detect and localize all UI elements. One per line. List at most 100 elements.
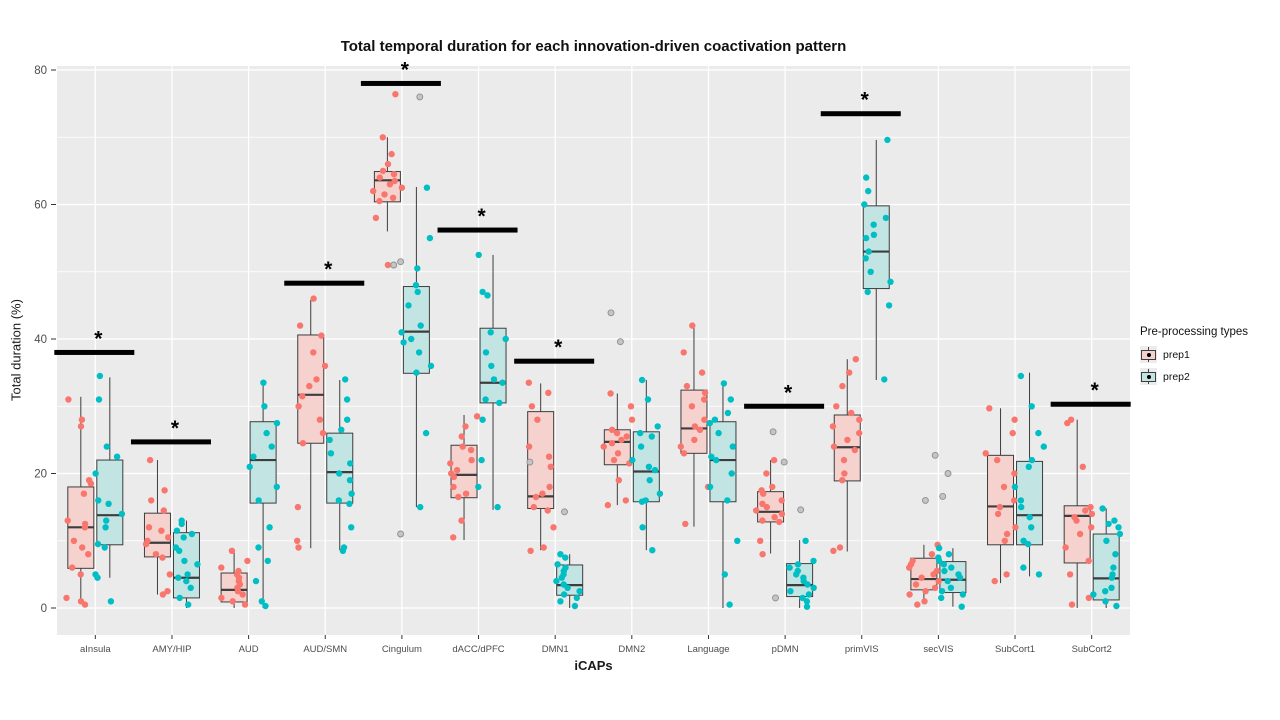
significance-bar — [744, 403, 825, 409]
prep1-boxplot-key-icon — [1140, 346, 1157, 363]
points-prep2-AUD/SMN — [326, 376, 355, 554]
data-point — [479, 416, 486, 423]
data-point — [63, 594, 70, 602]
significance-Cingulum: * — [360, 58, 441, 86]
data-point — [194, 561, 201, 568]
data-point — [935, 577, 942, 585]
iqr-box — [987, 454, 1015, 546]
significance-bar — [360, 80, 441, 86]
data-point — [713, 456, 720, 464]
x-tick-label: SubCort1 — [995, 644, 1035, 655]
data-point — [528, 403, 536, 410]
gray-data-point — [607, 309, 615, 317]
data-point — [649, 547, 656, 554]
data-point — [656, 490, 664, 497]
data-point — [229, 598, 236, 605]
data-point — [935, 557, 943, 565]
significance-star: * — [477, 205, 486, 228]
data-point — [484, 292, 491, 299]
points-prep1-DMN1 — [525, 379, 557, 554]
data-point — [414, 288, 421, 296]
data-point — [344, 416, 351, 423]
y-tick-label: 20 — [34, 469, 47, 481]
data-point — [1012, 524, 1019, 531]
data-point — [187, 584, 194, 591]
data-point — [539, 490, 546, 497]
data-point — [1090, 591, 1097, 598]
points-prep1-secVIS — [906, 541, 942, 608]
data-point — [417, 503, 424, 511]
significance-SubCort2: * — [1050, 379, 1131, 407]
data-point — [887, 278, 894, 285]
data-point — [885, 302, 893, 309]
data-point — [930, 571, 937, 578]
data-point — [648, 433, 655, 440]
data-point — [313, 376, 320, 383]
data-point — [931, 584, 939, 591]
data-point — [1115, 524, 1122, 531]
data-point — [615, 477, 622, 484]
data-point — [482, 396, 489, 403]
data-point — [264, 557, 271, 565]
data-point — [252, 577, 260, 585]
data-point — [1028, 524, 1035, 531]
data-point — [310, 349, 317, 356]
data-point — [70, 537, 78, 544]
data-point — [1079, 463, 1087, 470]
data-point — [450, 534, 457, 541]
data-point — [941, 567, 948, 575]
points-prep1-SubCort1 — [982, 405, 1019, 585]
data-point — [778, 497, 785, 504]
data-point — [318, 332, 325, 339]
data-point — [1113, 602, 1120, 610]
data-point — [1088, 524, 1095, 531]
data-point — [475, 483, 482, 491]
significance-bar — [820, 111, 901, 117]
data-point — [1009, 429, 1016, 437]
data-point — [81, 601, 89, 608]
points-prep2-SubCort2 — [1090, 505, 1124, 610]
data-point — [384, 261, 392, 269]
data-point — [628, 416, 636, 423]
x-tick-label: Cingulum — [382, 644, 422, 655]
data-point — [450, 473, 458, 481]
points-prep2-dACC/dPFC — [475, 251, 509, 511]
data-point — [982, 450, 989, 457]
data-point — [786, 564, 793, 571]
legend-item-prep2[interactable]: prep2 — [1140, 368, 1248, 385]
data-point — [805, 591, 813, 598]
data-point — [273, 419, 281, 427]
points-prep2-DMN1 — [553, 551, 583, 610]
prep2-boxplot-key-icon — [1140, 368, 1157, 385]
x-tick-label: SubCort2 — [1072, 644, 1112, 655]
data-point — [1028, 456, 1036, 464]
data-point — [327, 450, 335, 457]
points-prep2-SubCort1 — [1011, 372, 1048, 578]
points-prep1-SubCort2 — [1062, 416, 1096, 608]
points-gray-secVIS — [921, 451, 952, 504]
data-point — [1024, 540, 1032, 548]
data-point — [614, 450, 622, 457]
data-point — [346, 477, 354, 484]
points-gray-DMN2 — [607, 309, 624, 346]
data-point — [81, 524, 89, 531]
data-point — [1010, 497, 1018, 504]
data-point — [319, 429, 327, 437]
data-point — [715, 429, 722, 437]
data-point — [1088, 510, 1096, 518]
data-point — [316, 416, 324, 423]
data-point — [841, 470, 848, 477]
box-prep1-AUD — [220, 552, 248, 608]
x-tick-label: pDMN — [772, 644, 799, 655]
data-point — [482, 349, 490, 356]
data-point — [1108, 584, 1115, 591]
points-prep1-Cingulum — [370, 91, 406, 269]
legend-item-prep1[interactable]: prep1 — [1140, 346, 1248, 363]
data-point — [627, 403, 635, 410]
data-point — [637, 443, 645, 450]
data-point — [158, 527, 165, 534]
data-point — [940, 561, 948, 568]
data-point — [701, 396, 708, 403]
data-point — [1103, 537, 1110, 544]
data-point — [546, 483, 553, 491]
